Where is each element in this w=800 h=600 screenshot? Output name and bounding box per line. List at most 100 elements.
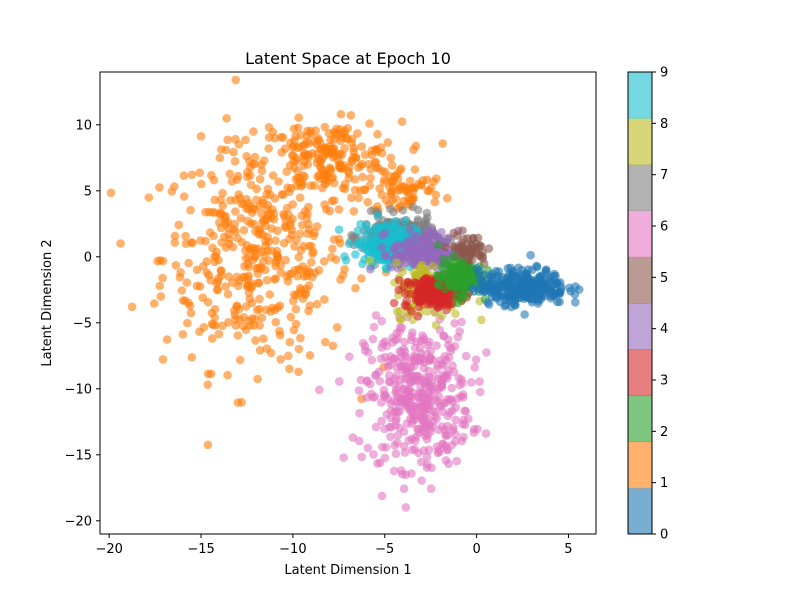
- data-point: [408, 202, 418, 212]
- chart-title: Latent Space at Epoch 10: [245, 49, 451, 68]
- data-point: [377, 343, 387, 352]
- data-point: [348, 433, 358, 442]
- data-point: [315, 385, 324, 395]
- colorbar-segment: [628, 441, 652, 489]
- data-point: [204, 270, 214, 280]
- colorbar-tick-label: 4: [660, 322, 668, 337]
- data-point: [250, 152, 260, 162]
- data-point: [422, 234, 432, 244]
- data-point: [319, 257, 329, 266]
- data-point: [223, 289, 233, 299]
- data-point: [289, 141, 299, 151]
- data-point: [501, 300, 511, 310]
- data-point: [483, 298, 492, 307]
- data-point: [156, 292, 166, 301]
- x-axis-label: Latent Dimension 1: [284, 563, 411, 578]
- data-point: [467, 378, 476, 387]
- data-point: [440, 242, 450, 252]
- data-point: [364, 159, 374, 169]
- data-point: [396, 230, 405, 239]
- data-point: [304, 281, 314, 290]
- data-point: [457, 375, 466, 384]
- data-point: [378, 167, 387, 176]
- data-point: [336, 238, 345, 248]
- data-point: [411, 432, 421, 442]
- data-point: [373, 459, 382, 468]
- data-point: [421, 287, 431, 296]
- data-point: [207, 334, 217, 343]
- data-point: [314, 170, 324, 180]
- data-point: [357, 452, 367, 462]
- data-point: [534, 293, 544, 303]
- data-point: [537, 271, 546, 280]
- data-point: [358, 338, 368, 348]
- data-point: [398, 267, 408, 276]
- data-point: [529, 276, 538, 286]
- data-point: [450, 319, 459, 328]
- data-point: [282, 167, 292, 176]
- data-point: [307, 257, 316, 267]
- series-1: [106, 75, 452, 450]
- data-point: [380, 453, 390, 463]
- data-point: [351, 283, 360, 293]
- data-point: [198, 293, 207, 303]
- colorbar-frame: [627, 71, 653, 535]
- data-point: [468, 244, 477, 253]
- data-point: [407, 445, 417, 455]
- data-point: [369, 322, 379, 332]
- data-point: [388, 338, 398, 347]
- data-point: [474, 270, 483, 280]
- data-point: [227, 177, 237, 186]
- data-point: [365, 119, 374, 128]
- data-point: [476, 387, 485, 397]
- x-tick-label: −5: [375, 542, 394, 557]
- y-tick-label: −20: [65, 514, 92, 529]
- data-point: [210, 195, 220, 205]
- data-point: [374, 367, 384, 377]
- x-tick-label: −20: [95, 542, 122, 557]
- data-point: [195, 168, 204, 177]
- data-point: [338, 270, 348, 280]
- data-point: [230, 219, 239, 229]
- data-point: [517, 265, 527, 275]
- data-point: [296, 333, 305, 343]
- data-point: [289, 296, 298, 306]
- data-point: [389, 219, 398, 229]
- data-point: [420, 247, 429, 256]
- data-point: [405, 391, 414, 400]
- data-point: [233, 171, 243, 181]
- data-point: [328, 244, 337, 254]
- data-point: [399, 182, 409, 191]
- colorbar-segment: [628, 487, 652, 535]
- y-axis-label: Latent Dimension 2: [40, 239, 55, 366]
- data-point: [255, 321, 264, 330]
- data-point: [305, 301, 315, 311]
- data-point: [424, 296, 434, 306]
- data-point: [223, 135, 232, 145]
- data-point: [228, 242, 238, 252]
- data-point: [446, 346, 456, 356]
- data-point: [316, 157, 326, 167]
- data-point: [401, 245, 411, 254]
- data-point: [329, 178, 339, 188]
- data-point: [377, 242, 387, 252]
- data-point: [254, 278, 263, 288]
- data-point: [410, 343, 420, 353]
- colorbar-segment: [628, 118, 652, 165]
- data-point: [532, 262, 542, 272]
- data-point: [391, 194, 400, 203]
- data-point: [291, 304, 301, 314]
- data-point: [408, 256, 417, 266]
- data-point: [397, 323, 407, 333]
- data-point: [267, 246, 276, 255]
- data-point: [401, 503, 411, 512]
- data-point: [476, 250, 485, 260]
- data-point: [449, 242, 458, 251]
- data-point: [509, 298, 519, 308]
- data-point: [233, 331, 243, 340]
- data-point: [178, 330, 188, 339]
- data-point: [452, 456, 462, 466]
- data-point: [341, 255, 351, 265]
- data-point: [275, 326, 284, 336]
- y-tick-label: 5: [84, 184, 92, 199]
